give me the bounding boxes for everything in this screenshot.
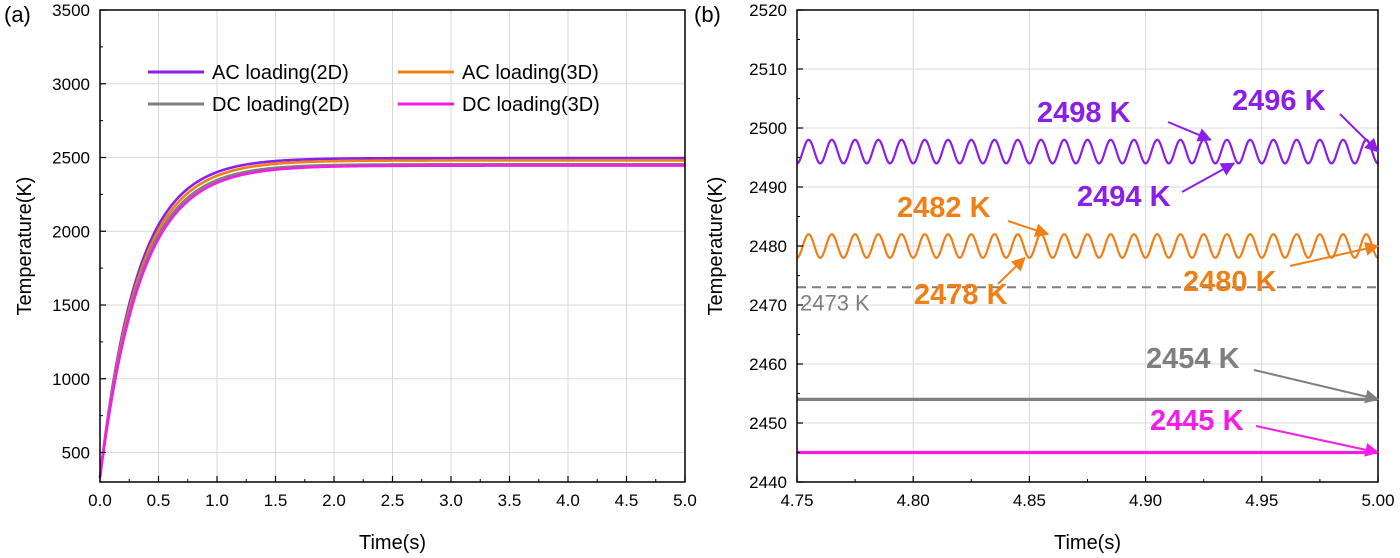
panel-b-x-tick-label: 4.95 bbox=[1245, 491, 1278, 510]
panel-b-annotations: 2498 K 2496 K 2494 K 2482 K 2478 K 2480 K 2454… bbox=[897, 85, 1380, 457]
panel-a-series bbox=[98, 156, 685, 478]
panel-b-y-tick-label: 2470 bbox=[749, 296, 787, 315]
panel-a-x-tick-label: 3.5 bbox=[498, 491, 522, 510]
panel-b: (b) 2473 K 4.75 4.80 4.85 4.90 4.95 5.00 2440… bbox=[694, 1, 1395, 554]
panel-b-y-tick-label: 2500 bbox=[749, 119, 787, 138]
panel-a-y-tick-label: 1500 bbox=[52, 296, 90, 315]
panel-a-y-tick-label: 3000 bbox=[52, 75, 90, 94]
panel-b-y-tick-label: 2440 bbox=[749, 473, 787, 492]
panel-b-annotation-arrow-2480-k bbox=[1289, 241, 1380, 267]
panel-b-x-tick-label: 4.75 bbox=[780, 491, 813, 510]
panel-a-series-line-ac-loading-2d bbox=[98, 156, 685, 478]
panel-a-y-tick-label: 1000 bbox=[52, 370, 90, 389]
panel-a-legend-label-dc-loading-3d: DC loading(3D) bbox=[462, 94, 600, 116]
panel-b-annotation-arrow-2454-k bbox=[1253, 369, 1380, 404]
panel-a-legend-label-dc-loading-2d: DC loading(2D) bbox=[212, 94, 350, 116]
panel-b-y-tick-label: 2490 bbox=[749, 178, 787, 197]
panel-b-annotation-2445-k: 2445 K bbox=[1150, 405, 1244, 437]
panel-b-series: 2473 K bbox=[796, 138, 1379, 455]
panel-b-annotation-2454-k: 2454 K bbox=[1146, 343, 1240, 375]
panel-a-x-tick-label: 5.0 bbox=[673, 491, 697, 510]
panel-b-x-tick-label: 5.00 bbox=[1361, 491, 1394, 510]
panel-a: (a) 0.0 0.5 1.0 1.5 2.0 2.5 3.0 3.5 4.0 4.5 5.0 50… bbox=[4, 1, 697, 554]
panel-b-annotation-arrow-2445-k bbox=[1255, 425, 1380, 457]
panel-a-series-line-dc-loading-3d bbox=[98, 164, 685, 478]
panel-b-annotation-2498-k: 2498 K bbox=[1037, 97, 1131, 129]
panel-a-legend: AC loading(2D) AC loading(3D) DC loading(2… bbox=[148, 62, 600, 116]
panel-b-annotation-arrow-2498-k bbox=[1167, 121, 1212, 142]
panel-a-x-tick-label: 1.0 bbox=[205, 491, 229, 510]
panel-b-annotation-arrow-2496-k bbox=[1339, 113, 1379, 153]
panel-b-y-tick-label: 2460 bbox=[749, 355, 787, 374]
panel-a-y-tick-label: 500 bbox=[62, 444, 90, 463]
panel-b-x-axis-label: Time(s) bbox=[1054, 532, 1121, 554]
panel-a-series-line-dc-loading-2d bbox=[98, 162, 685, 478]
panel-b-annotation-2478-k: 2478 K bbox=[914, 279, 1008, 311]
panel-a-series-line-ac-loading-3d bbox=[98, 159, 685, 478]
panel-a-x-tick-label: 2.0 bbox=[322, 491, 346, 510]
panel-b-annotation-2480-k: 2480 K bbox=[1183, 266, 1277, 298]
panel-a-legend-label-ac-loading-3d: AC loading(3D) bbox=[462, 62, 599, 84]
panel-b-label: (b) bbox=[694, 2, 721, 27]
panel-b-x-tick-label: 4.85 bbox=[1013, 491, 1046, 510]
panel-a-x-tick-label: 2.5 bbox=[381, 491, 405, 510]
panel-a-y-tick-label: 2000 bbox=[52, 222, 90, 241]
panel-a-x-tick-label: 3.0 bbox=[439, 491, 463, 510]
panel-b-y-tick-label: 2450 bbox=[749, 414, 787, 433]
panel-a-y-axis-label: Temperature(K) bbox=[14, 177, 36, 316]
panel-b-series-line-ac-loading-3d bbox=[796, 233, 1379, 259]
panel-b-annotation-arrow-2478-k bbox=[997, 256, 1026, 285]
panel-b-annotation-arrow-2494-k bbox=[1181, 162, 1236, 193]
panel-b-y-tick-label: 2520 bbox=[749, 1, 787, 20]
panel-b-y-tick-label: 2480 bbox=[749, 237, 787, 256]
panel-b-x-tick-label: 4.90 bbox=[1129, 491, 1162, 510]
panel-b-annotation-2482-k: 2482 K bbox=[897, 192, 991, 224]
panel-b-y-tick-label: 2510 bbox=[749, 60, 787, 79]
panel-b-reference-label: 2473 K bbox=[800, 290, 870, 315]
panel-a-label: (a) bbox=[4, 2, 31, 27]
panel-b-y-axis-label: Temperature(K) bbox=[705, 177, 727, 316]
panel-a-legend-label-ac-loading-2d: AC loading(2D) bbox=[212, 62, 349, 84]
panel-a-x-tick-label: 4.0 bbox=[556, 491, 580, 510]
panel-b-y-ticks: 2440 2450 2460 2470 2480 2490 2500 2510 2520 bbox=[749, 1, 803, 492]
panel-b-annotation-2496-k: 2496 K bbox=[1232, 85, 1326, 117]
panel-a-x-axis-label: Time(s) bbox=[359, 532, 426, 554]
panel-a-y-tick-label: 3500 bbox=[52, 1, 90, 20]
panel-b-annotation-arrow-2482-k bbox=[1007, 220, 1050, 237]
panel-a-x-ticks: 0.0 0.5 1.0 1.5 2.0 2.5 3.0 3.5 4.0 4.5 5.0 bbox=[88, 476, 697, 510]
panel-b-annotation-2494-k: 2494 K bbox=[1077, 181, 1171, 213]
panel-b-x-tick-label: 4.80 bbox=[897, 491, 930, 510]
panel-a-x-tick-label: 0.5 bbox=[147, 491, 171, 510]
panel-b-series-line-ac-loading-2d bbox=[796, 138, 1379, 165]
panel-b-x-ticks: 4.75 4.80 4.85 4.90 4.95 5.00 bbox=[780, 476, 1395, 510]
panel-a-y-tick-label: 2500 bbox=[52, 149, 90, 168]
panel-a-x-tick-label: 4.5 bbox=[615, 491, 639, 510]
panel-a-x-tick-label: 0.0 bbox=[88, 491, 112, 510]
panel-a-x-tick-label: 1.5 bbox=[264, 491, 288, 510]
panel-a-y-ticks: 500 1000 1500 2000 2500 3000 3500 bbox=[52, 1, 106, 463]
